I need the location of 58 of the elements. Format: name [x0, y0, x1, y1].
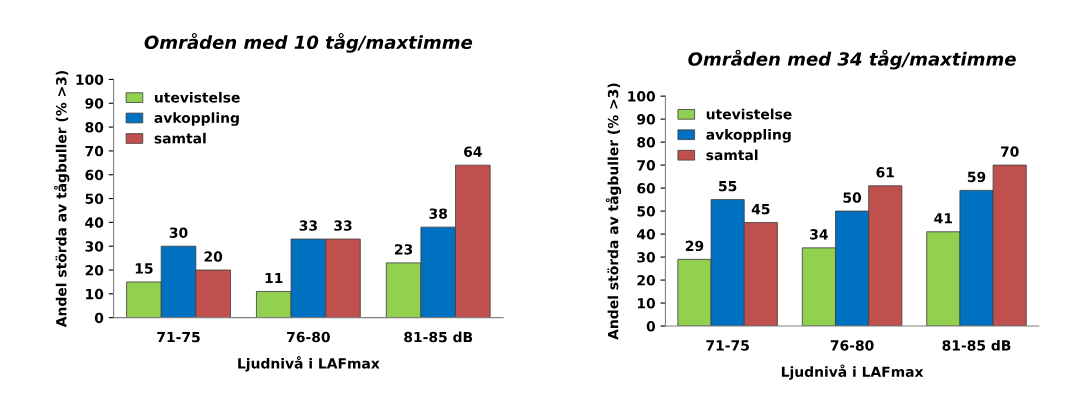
y-tick-label: 70: [637, 160, 656, 171]
y-tick-label: 40: [637, 229, 656, 240]
y-tick-label: 100: [628, 91, 656, 102]
data-label: 33: [299, 220, 317, 231]
y-tick-label: 100: [76, 74, 104, 85]
data-label: 70: [1000, 146, 1019, 157]
y-tick-label: 50: [637, 206, 656, 217]
chart-title: Områden med 10 tåg/maxtimme: [144, 32, 473, 53]
data-label: 50: [843, 192, 862, 203]
data-label: 29: [685, 240, 704, 252]
y-axis-title: Andel störda av tågbuller (% >3): [54, 71, 70, 328]
legend-label: utevistelse: [154, 91, 240, 103]
data-label: 64: [464, 146, 482, 157]
y-tick-label: 90: [85, 98, 104, 109]
y-tick-label: 20: [85, 265, 104, 276]
x-axis-title: Ljudnivå i LAFmax: [238, 356, 380, 372]
data-label: 34: [810, 229, 828, 240]
y-tick-label: 50: [85, 193, 104, 205]
legend-label: samtal: [154, 132, 206, 144]
data-label: 45: [751, 204, 770, 215]
data-label: 59: [967, 171, 986, 183]
x-tick-label: 81-85 dB: [942, 339, 1011, 351]
data-label: 55: [719, 181, 737, 192]
data-label: 15: [135, 263, 153, 274]
y-axis-title: Andel störda av tågbuller (% >3): [605, 83, 622, 340]
data-label: 41: [934, 213, 953, 224]
data-label: 11: [265, 272, 283, 284]
y-tick-label: 60: [85, 169, 104, 181]
y-tick-label: 90: [637, 114, 656, 125]
data-label: 61: [876, 167, 894, 178]
legend-label: utevistelse: [706, 108, 792, 120]
y-tick-label: 30: [637, 252, 656, 263]
legend-label: avkoppling: [706, 129, 791, 143]
data-label: 33: [334, 220, 352, 231]
legend-label: samtal: [706, 149, 758, 161]
y-tick-label: 80: [637, 137, 656, 148]
x-tick-label: 71-75: [157, 332, 200, 343]
y-tick-label: 70: [85, 145, 104, 157]
y-tick-label: 0: [94, 312, 104, 324]
data-label: 23: [395, 244, 413, 255]
y-tick-label: 80: [85, 122, 104, 133]
y-tick-label: 0: [646, 321, 656, 332]
y-tick-label: 20: [637, 275, 656, 286]
y-tick-label: 40: [85, 217, 104, 228]
x-tick-label: 76-80: [830, 340, 874, 351]
data-label: 20: [204, 251, 223, 262]
x-axis-title: Ljudnivå i LAFmax: [781, 364, 924, 380]
x-tick-label: 76-80: [287, 331, 330, 343]
data-label: 38: [429, 208, 448, 219]
y-tick-label: 10: [637, 298, 656, 309]
legend-label: avkoppling: [154, 112, 239, 126]
x-tick-label: 81-85 dB: [404, 331, 473, 343]
y-tick-label: 30: [85, 241, 104, 252]
chart-title: Områden med 34 tåg/maxtimme: [688, 49, 1016, 70]
data-label: 30: [169, 227, 188, 238]
x-tick-label: 71-75: [706, 340, 749, 351]
y-tick-label: 10: [86, 288, 104, 300]
y-tick-label: 60: [637, 183, 656, 194]
